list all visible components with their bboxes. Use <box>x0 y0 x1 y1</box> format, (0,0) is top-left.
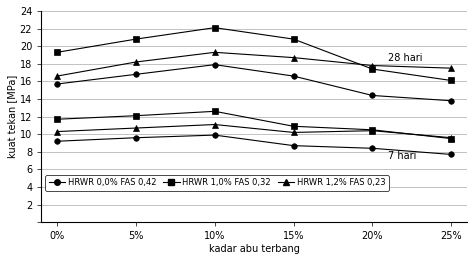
X-axis label: kadar abu terbang: kadar abu terbang <box>209 244 300 254</box>
Text: 28 hari: 28 hari <box>388 53 423 63</box>
Legend: HRWR 0,0% FAS 0,42, HRWR 1,0% FAS 0,32, HRWR 1,2% FAS 0,23: HRWR 0,0% FAS 0,42, HRWR 1,0% FAS 0,32, … <box>46 175 389 191</box>
Text: 7 hari: 7 hari <box>388 151 417 161</box>
Y-axis label: kuat tekan [MPa]: kuat tekan [MPa] <box>7 75 17 158</box>
